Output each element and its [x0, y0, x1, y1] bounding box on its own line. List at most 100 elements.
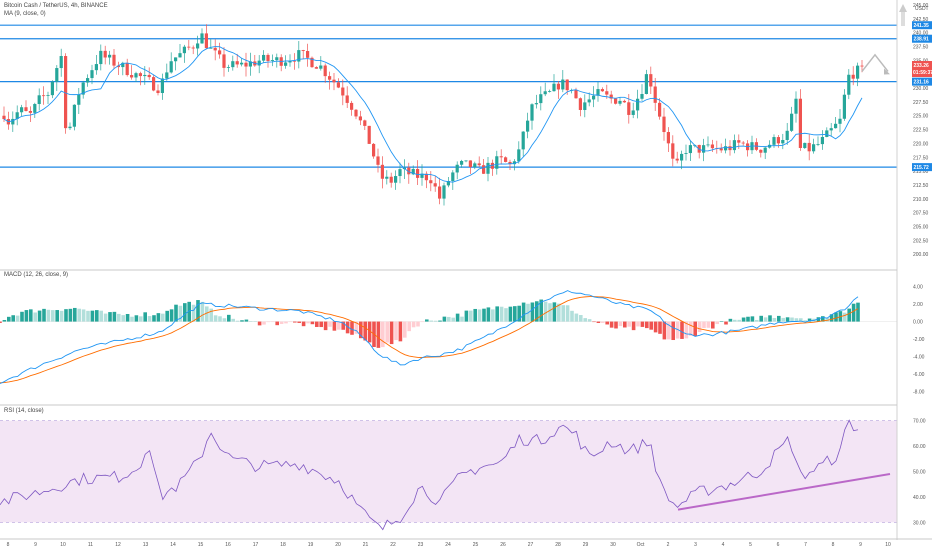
level-tag: [912, 21, 932, 30]
macd-histogram-bar: [671, 321, 675, 341]
candle: [341, 87, 345, 96]
macd-histogram-bar: [447, 316, 451, 322]
macd-histogram-bar: [755, 319, 759, 322]
macd-histogram-bar: [152, 315, 156, 322]
x-tick-label: 24: [445, 542, 451, 548]
candle: [292, 60, 296, 62]
candle: [451, 172, 455, 181]
macd-histogram-bar: [64, 309, 68, 322]
candle: [46, 95, 50, 96]
level-tag-label: 231.16: [914, 80, 930, 86]
macd-histogram-bar: [249, 321, 253, 322]
x-tick-label: 7: [804, 542, 807, 548]
macd-histogram-bar: [486, 307, 491, 322]
macd-histogram-bar: [420, 321, 425, 323]
x-tick-label: 16: [225, 542, 231, 548]
candle: [345, 95, 349, 103]
candle: [411, 168, 415, 175]
candle: [724, 146, 728, 151]
candle: [556, 83, 560, 90]
macd-histogram-bar: [543, 301, 548, 322]
candle: [807, 142, 811, 152]
macd-histogram-bar: [218, 316, 222, 322]
macd-histogram-bar: [350, 321, 354, 335]
macd-histogram-bar: [851, 303, 856, 322]
macd-histogram-bar: [394, 321, 398, 341]
macd-panel[interactable]: [0, 290, 897, 385]
macd-histogram-bar: [108, 312, 112, 322]
macd-histogram-bar: [231, 318, 235, 322]
x-tick-label: 6: [777, 542, 780, 548]
macd-histogram-bar: [504, 308, 508, 322]
macd-histogram-bar: [11, 315, 15, 322]
macd-histogram-bar: [51, 310, 55, 322]
macd-histogram-bar: [359, 321, 363, 339]
candle: [323, 65, 327, 77]
macd-histogram-bar: [161, 313, 165, 322]
macd-histogram-bar: [653, 321, 658, 333]
x-tick-label: 22: [390, 542, 396, 548]
macd-histogram-bar: [169, 309, 174, 322]
macd-histogram-bar: [843, 312, 847, 322]
candle: [354, 109, 358, 117]
macd-histogram-bar: [733, 319, 737, 322]
candle: [574, 89, 578, 99]
candle: [596, 89, 600, 96]
macd-histogram-bar: [139, 316, 143, 322]
candle: [838, 118, 842, 124]
macd-histogram-bar: [587, 319, 592, 322]
candle: [332, 79, 336, 83]
macd-histogram-bar: [213, 315, 218, 322]
candle: [737, 140, 741, 143]
y-tick-label: 240.00: [913, 31, 929, 37]
candle: [772, 137, 776, 145]
x-tick-label: 10: [885, 542, 891, 548]
macd-histogram-bar: [636, 321, 640, 327]
macd-histogram-bar: [649, 321, 653, 330]
rsi-trend-line: [677, 473, 891, 511]
macd-histogram-bar: [438, 320, 442, 322]
candle: [706, 144, 710, 146]
macd-histogram-bar: [33, 312, 37, 322]
candle: [165, 72, 169, 79]
candle: [319, 65, 323, 69]
macd-histogram-bar: [667, 321, 671, 340]
candle: [605, 91, 609, 95]
macd-histogram-bar: [702, 321, 706, 329]
candle: [512, 161, 516, 165]
x-tick-label: 9: [859, 542, 862, 548]
candle: [262, 54, 266, 61]
candle: [640, 94, 644, 99]
macd-histogram-bar: [601, 321, 605, 323]
macd-histogram-bar: [134, 315, 139, 322]
macd-histogram-bar: [513, 306, 517, 322]
candle: [530, 104, 534, 121]
candle: [798, 98, 802, 148]
price-panel[interactable]: [0, 4, 907, 206]
macd-histogram-bar: [293, 321, 297, 323]
x-tick-label: 8: [7, 542, 10, 548]
macd-histogram-bar: [807, 318, 812, 322]
macd-histogram-bar: [535, 301, 539, 322]
macd-histogram-bar: [2, 319, 7, 322]
candle: [28, 110, 32, 113]
candle: [143, 74, 147, 77]
macd-histogram-bar: [539, 299, 543, 322]
macd-histogram-bar: [583, 318, 587, 322]
y-tick-label: 205.00: [913, 224, 929, 230]
rsi-panel[interactable]: [0, 419, 897, 531]
level-tag: [912, 34, 932, 43]
y-tick-label: 227.50: [913, 100, 929, 106]
macd-histogram-bar: [103, 313, 108, 322]
macd-histogram-bar: [442, 316, 447, 322]
candle: [446, 180, 450, 186]
macd-y-tick-label: 2.00: [913, 302, 923, 308]
candle: [336, 82, 340, 88]
rsi-y-tick-label: 70.00: [913, 419, 926, 425]
candle: [578, 98, 582, 110]
candle: [534, 103, 538, 105]
macd-histogram-bar: [706, 321, 711, 328]
macd-histogram-bar: [719, 321, 724, 322]
candle: [275, 57, 279, 61]
